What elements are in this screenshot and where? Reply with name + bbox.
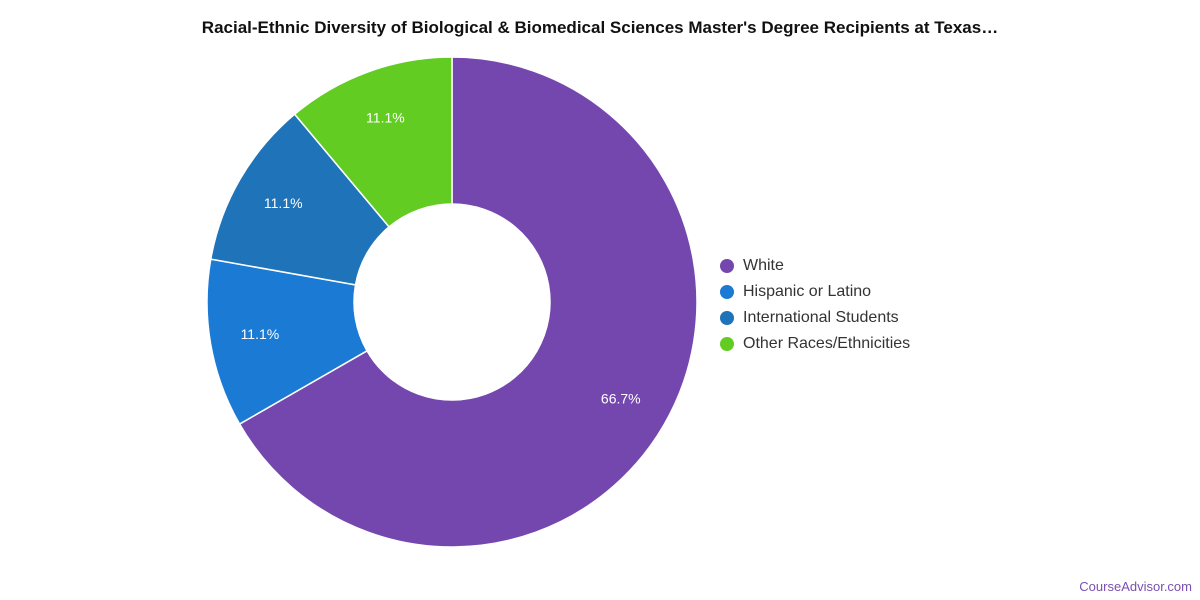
legend-item-white[interactable]: White bbox=[720, 253, 910, 279]
legend: White Hispanic or Latino International S… bbox=[720, 253, 910, 357]
slice-white[interactable] bbox=[238, 56, 698, 548]
slice-other-races-ethnicities[interactable] bbox=[293, 56, 453, 228]
legend-label-international-students: International Students bbox=[743, 309, 899, 326]
legend-item-hispanic-or-latino[interactable]: Hispanic or Latino bbox=[720, 279, 910, 305]
slice-label-hispanic-or-latino: 11.1% bbox=[241, 326, 280, 342]
legend-swatch-white bbox=[720, 259, 734, 273]
legend-swatch-international-students bbox=[720, 311, 734, 325]
chart-title: Racial-Ethnic Diversity of Biological & … bbox=[201, 18, 999, 37]
legend-item-other-races-ethnicities[interactable]: Other Races/Ethnicities bbox=[720, 331, 910, 357]
legend-swatch-hispanic-or-latino bbox=[720, 285, 734, 299]
legend-label-white: White bbox=[743, 257, 784, 274]
legend-swatch-other-races-ethnicities bbox=[720, 337, 734, 351]
slice-hispanic-or-latino[interactable] bbox=[206, 258, 369, 426]
legend-label-other-races-ethnicities: Other Races/Ethnicities bbox=[743, 335, 911, 352]
slice-international-students[interactable] bbox=[209, 113, 391, 286]
slice-label-international-students: 11.1% bbox=[264, 195, 303, 211]
slice-label-white: 66.7% bbox=[601, 390, 641, 406]
watermark[interactable]: CourseAdvisor.com bbox=[1079, 579, 1192, 594]
legend-label-hispanic-or-latino: Hispanic or Latino bbox=[743, 283, 872, 300]
legend-item-international-students[interactable]: International Students bbox=[720, 305, 910, 331]
slice-label-other-races-ethnicities: 11.1% bbox=[366, 109, 405, 125]
